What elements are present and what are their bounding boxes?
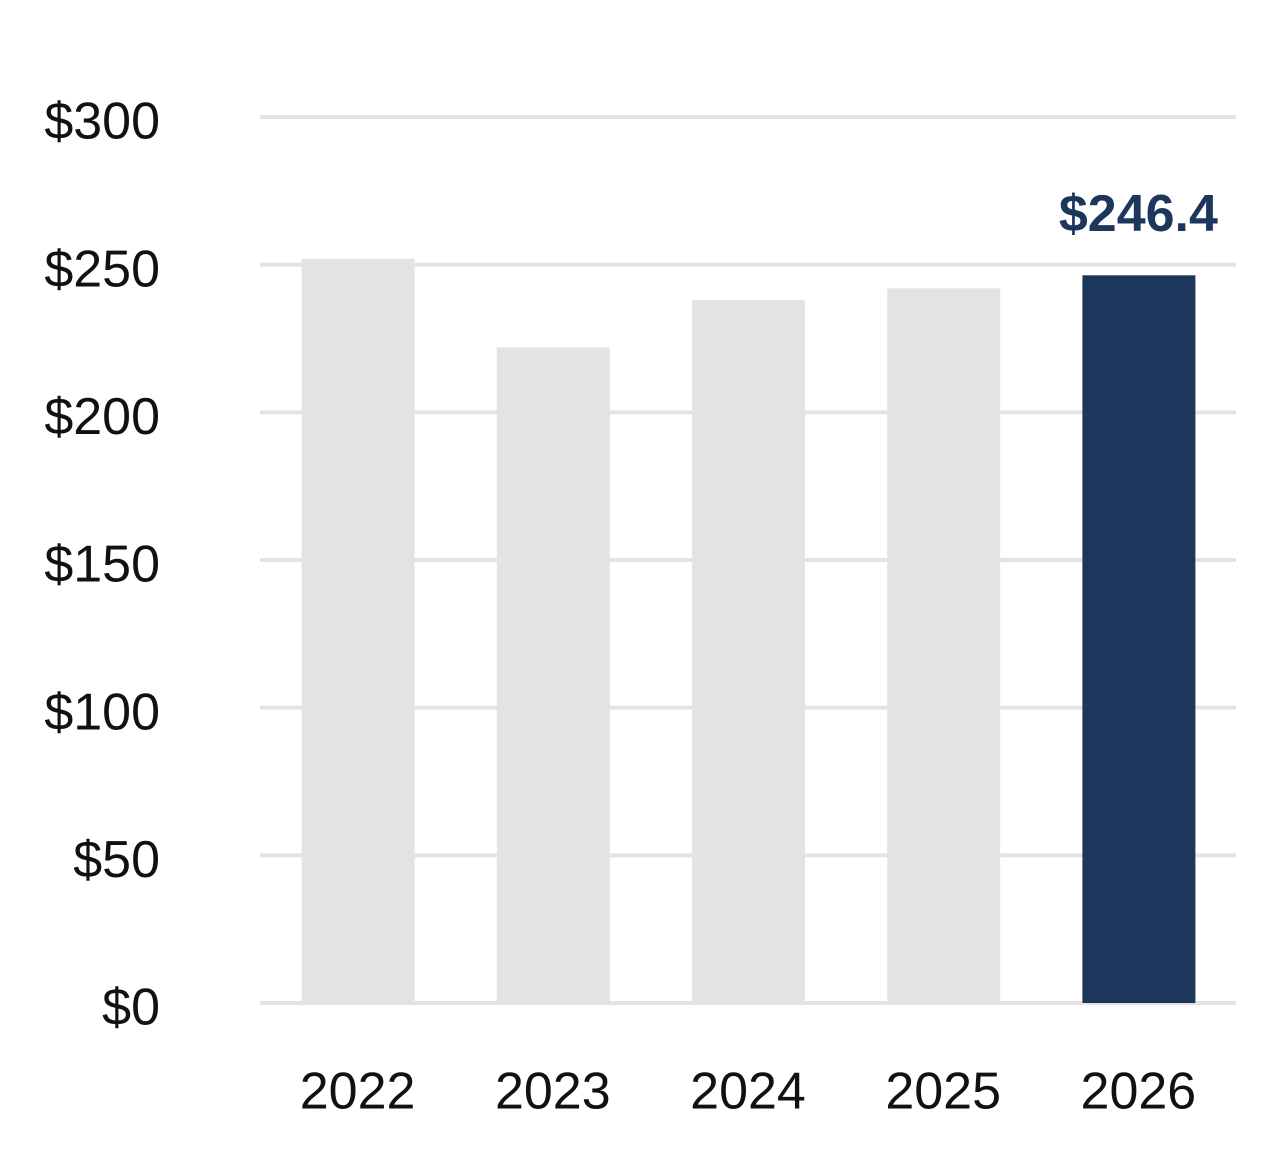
x-tick-label: 2023: [495, 1063, 611, 1121]
bar: [496, 347, 610, 1003]
y-tick-label: $250: [44, 240, 160, 298]
y-tick-label: $50: [73, 831, 160, 889]
x-tick-label: 2024: [690, 1063, 806, 1121]
y-tick-label: $200: [44, 388, 160, 446]
y-tick-label: $0: [102, 979, 160, 1037]
y-tick-label: $150: [44, 536, 160, 594]
bar: [1082, 275, 1196, 1003]
x-tick-label: 2025: [885, 1063, 1001, 1121]
x-tick-label: 2026: [1081, 1063, 1197, 1121]
bar: [301, 258, 415, 1003]
y-tick-label: $300: [44, 93, 160, 151]
y-tick-label: $100: [44, 683, 160, 741]
value-label: $246.4: [1059, 185, 1218, 243]
bar: [887, 288, 1001, 1003]
x-tick-label: 2022: [300, 1063, 416, 1121]
bar: [692, 300, 805, 1003]
